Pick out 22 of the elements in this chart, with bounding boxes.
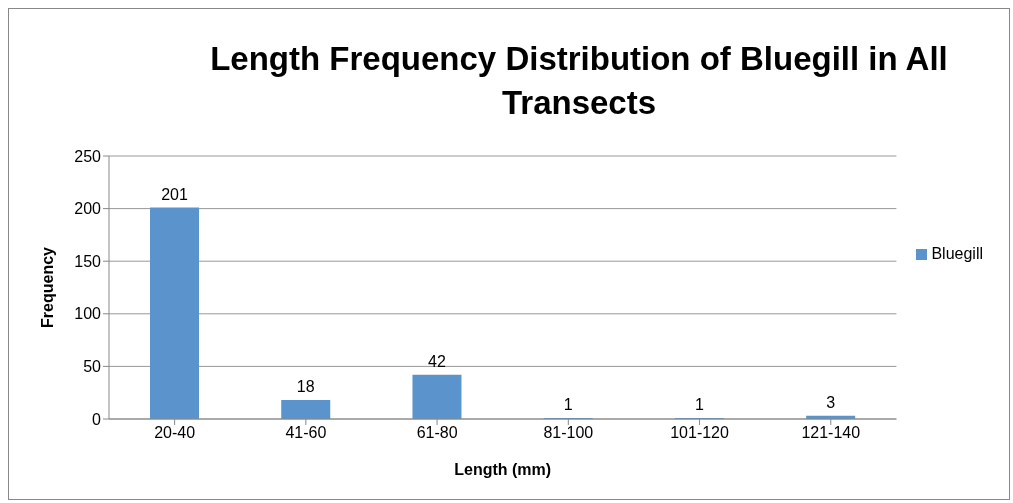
chart-title: Length Frequency Distribution of Bluegill in All Transects xyxy=(209,39,949,123)
data-label: 1 xyxy=(694,395,704,413)
y-tick-label: 100 xyxy=(74,305,102,323)
x-tick-label: 61-80 xyxy=(416,424,458,442)
legend-label: Bluegill xyxy=(931,245,983,262)
data-label: 3 xyxy=(826,393,836,411)
data-label: 18 xyxy=(296,378,315,396)
y-tick-label: 250 xyxy=(74,147,102,165)
y-axis-title: Frequency xyxy=(38,246,56,328)
x-axis-title: Length (mm) xyxy=(454,461,552,478)
x-tick-label: 20-40 xyxy=(154,424,196,442)
data-label: 201 xyxy=(161,185,188,203)
x-tick-label: 41-60 xyxy=(285,424,327,442)
y-tick-label: 0 xyxy=(92,410,102,428)
x-tick-label: 121-140 xyxy=(801,424,861,442)
x-tick-label: 101-120 xyxy=(670,424,730,442)
data-label: 1 xyxy=(563,395,573,413)
y-tick-label: 150 xyxy=(74,252,102,270)
data-label: 42 xyxy=(428,352,446,370)
y-tick-label: 200 xyxy=(74,200,102,218)
y-tick-label: 50 xyxy=(83,358,102,376)
x-tick-label: 81-100 xyxy=(543,424,594,442)
